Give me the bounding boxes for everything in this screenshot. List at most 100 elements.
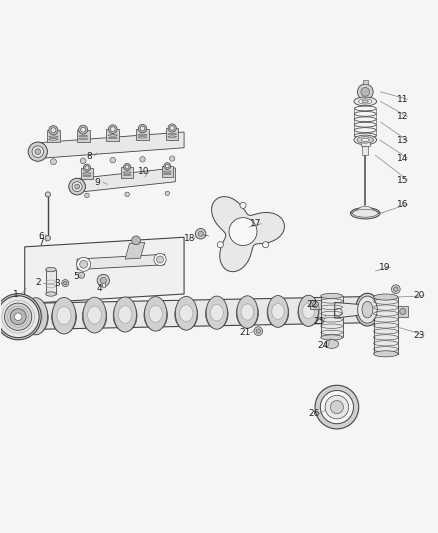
Ellipse shape xyxy=(267,298,289,327)
Text: 22: 22 xyxy=(306,300,317,309)
Circle shape xyxy=(83,164,91,171)
Text: 12: 12 xyxy=(397,112,408,121)
Ellipse shape xyxy=(237,299,258,328)
Polygon shape xyxy=(77,254,164,270)
Polygon shape xyxy=(121,167,133,177)
Circle shape xyxy=(62,280,69,287)
Circle shape xyxy=(14,313,22,320)
Ellipse shape xyxy=(113,300,137,332)
Circle shape xyxy=(97,274,110,287)
Circle shape xyxy=(49,126,58,135)
Ellipse shape xyxy=(354,97,377,106)
Ellipse shape xyxy=(52,301,76,334)
Circle shape xyxy=(217,241,223,248)
Ellipse shape xyxy=(356,293,379,326)
Polygon shape xyxy=(35,132,184,159)
Polygon shape xyxy=(162,166,173,176)
Circle shape xyxy=(240,203,246,208)
Polygon shape xyxy=(350,207,380,213)
Ellipse shape xyxy=(24,298,48,335)
Text: 23: 23 xyxy=(413,330,425,340)
Text: 9: 9 xyxy=(95,177,100,187)
Ellipse shape xyxy=(237,296,258,328)
Circle shape xyxy=(32,146,43,157)
Circle shape xyxy=(78,125,88,134)
Circle shape xyxy=(50,159,57,165)
Polygon shape xyxy=(25,237,184,304)
Text: 15: 15 xyxy=(397,175,408,184)
Circle shape xyxy=(164,163,171,169)
Bar xyxy=(362,146,368,155)
Ellipse shape xyxy=(350,207,380,219)
Ellipse shape xyxy=(46,268,56,272)
Circle shape xyxy=(140,157,145,162)
Polygon shape xyxy=(310,300,321,309)
Ellipse shape xyxy=(149,305,162,322)
Circle shape xyxy=(125,192,129,197)
Circle shape xyxy=(35,149,41,155)
Text: 10: 10 xyxy=(138,167,150,176)
Ellipse shape xyxy=(354,135,377,144)
Polygon shape xyxy=(136,128,149,140)
Circle shape xyxy=(165,191,170,196)
Polygon shape xyxy=(75,168,175,192)
Ellipse shape xyxy=(88,306,102,324)
Text: 3: 3 xyxy=(55,279,60,288)
Polygon shape xyxy=(77,130,90,142)
Ellipse shape xyxy=(210,304,223,321)
Text: 6: 6 xyxy=(39,232,44,241)
Text: 13: 13 xyxy=(397,136,408,146)
Circle shape xyxy=(64,281,67,285)
Circle shape xyxy=(195,229,206,239)
Text: 26: 26 xyxy=(308,409,320,418)
Circle shape xyxy=(124,164,131,171)
Text: 1: 1 xyxy=(13,290,19,300)
Circle shape xyxy=(100,277,106,284)
Circle shape xyxy=(45,192,50,197)
Polygon shape xyxy=(14,296,367,330)
Circle shape xyxy=(198,231,203,236)
Circle shape xyxy=(394,287,398,292)
Ellipse shape xyxy=(272,303,284,319)
Circle shape xyxy=(45,236,50,241)
Circle shape xyxy=(263,241,269,248)
Bar xyxy=(374,297,398,354)
Circle shape xyxy=(400,309,406,314)
Ellipse shape xyxy=(268,295,288,327)
Circle shape xyxy=(361,87,370,96)
Ellipse shape xyxy=(118,306,132,323)
Ellipse shape xyxy=(23,301,48,334)
Text: 24: 24 xyxy=(317,342,328,351)
Circle shape xyxy=(357,84,373,100)
Circle shape xyxy=(254,327,263,335)
Text: 18: 18 xyxy=(184,235,195,244)
Ellipse shape xyxy=(57,306,71,325)
Ellipse shape xyxy=(180,305,193,322)
Ellipse shape xyxy=(374,351,398,357)
Circle shape xyxy=(256,329,261,333)
Circle shape xyxy=(109,125,117,134)
Text: 11: 11 xyxy=(397,95,408,104)
Ellipse shape xyxy=(325,340,339,349)
Circle shape xyxy=(170,156,175,161)
Text: 17: 17 xyxy=(251,219,262,228)
Text: 25: 25 xyxy=(313,318,324,326)
Polygon shape xyxy=(335,302,367,318)
Ellipse shape xyxy=(359,99,372,104)
Ellipse shape xyxy=(361,139,369,141)
Text: 2: 2 xyxy=(35,278,41,287)
Circle shape xyxy=(140,126,145,131)
Circle shape xyxy=(125,165,129,169)
Text: 8: 8 xyxy=(86,151,92,160)
Polygon shape xyxy=(106,129,119,141)
Text: 20: 20 xyxy=(413,291,425,300)
Text: 19: 19 xyxy=(379,263,391,272)
Ellipse shape xyxy=(145,297,167,331)
Circle shape xyxy=(80,261,88,268)
Circle shape xyxy=(77,257,91,271)
Circle shape xyxy=(78,272,85,278)
Ellipse shape xyxy=(28,307,43,326)
Ellipse shape xyxy=(303,303,314,319)
Circle shape xyxy=(132,236,141,245)
Ellipse shape xyxy=(357,136,374,143)
